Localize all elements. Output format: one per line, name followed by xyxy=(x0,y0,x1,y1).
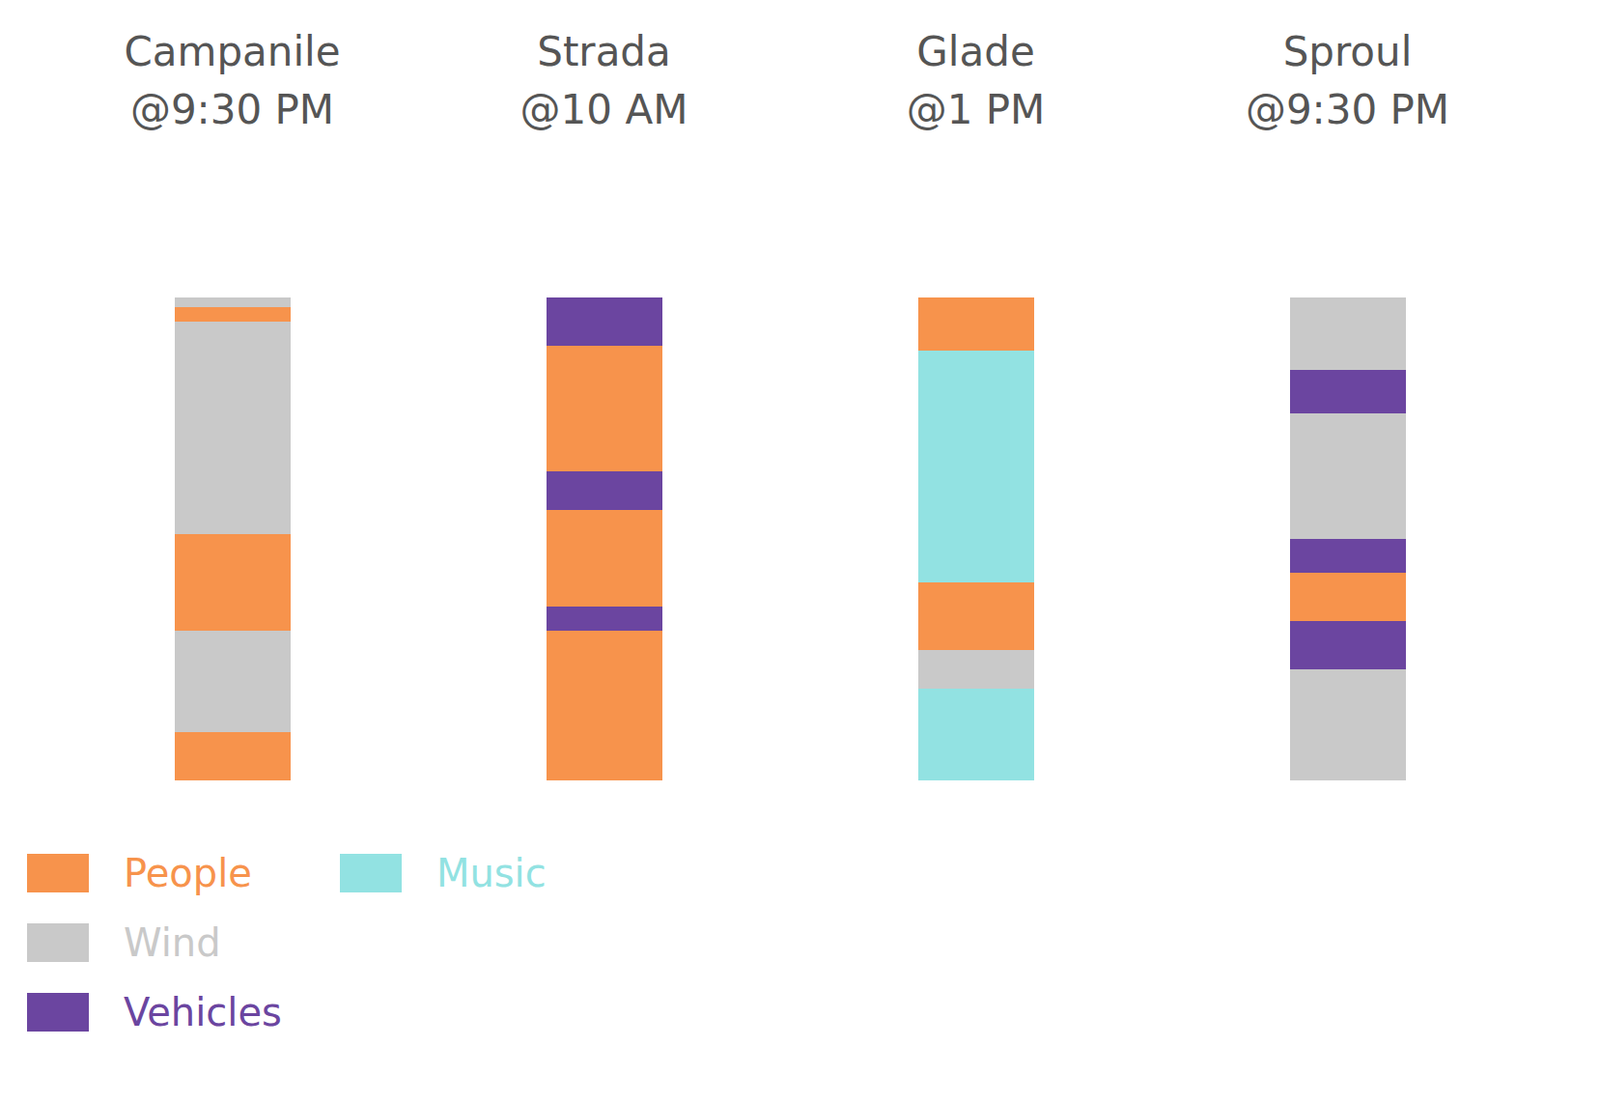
svg-text:Sproul: Sproul xyxy=(1283,28,1413,76)
svg-text:@9:30 PM: @9:30 PM xyxy=(130,85,335,134)
svg-text:Glade: Glade xyxy=(916,28,1035,76)
html-text:Wind: Wind xyxy=(123,920,221,965)
html-text:Music: Music xyxy=(436,850,547,896)
svg-text:@1 PM: @1 PM xyxy=(906,85,1046,134)
html-text:People: People xyxy=(123,850,252,896)
svg-text:@9:30 PM: @9:30 PM xyxy=(1245,85,1450,134)
svg-text:@10 AM: @10 AM xyxy=(520,85,689,134)
html-text:Vehicles: Vehicles xyxy=(123,989,282,1035)
svg-text:Strada: Strada xyxy=(536,28,672,76)
svg-text:Campanile: Campanile xyxy=(123,28,340,76)
